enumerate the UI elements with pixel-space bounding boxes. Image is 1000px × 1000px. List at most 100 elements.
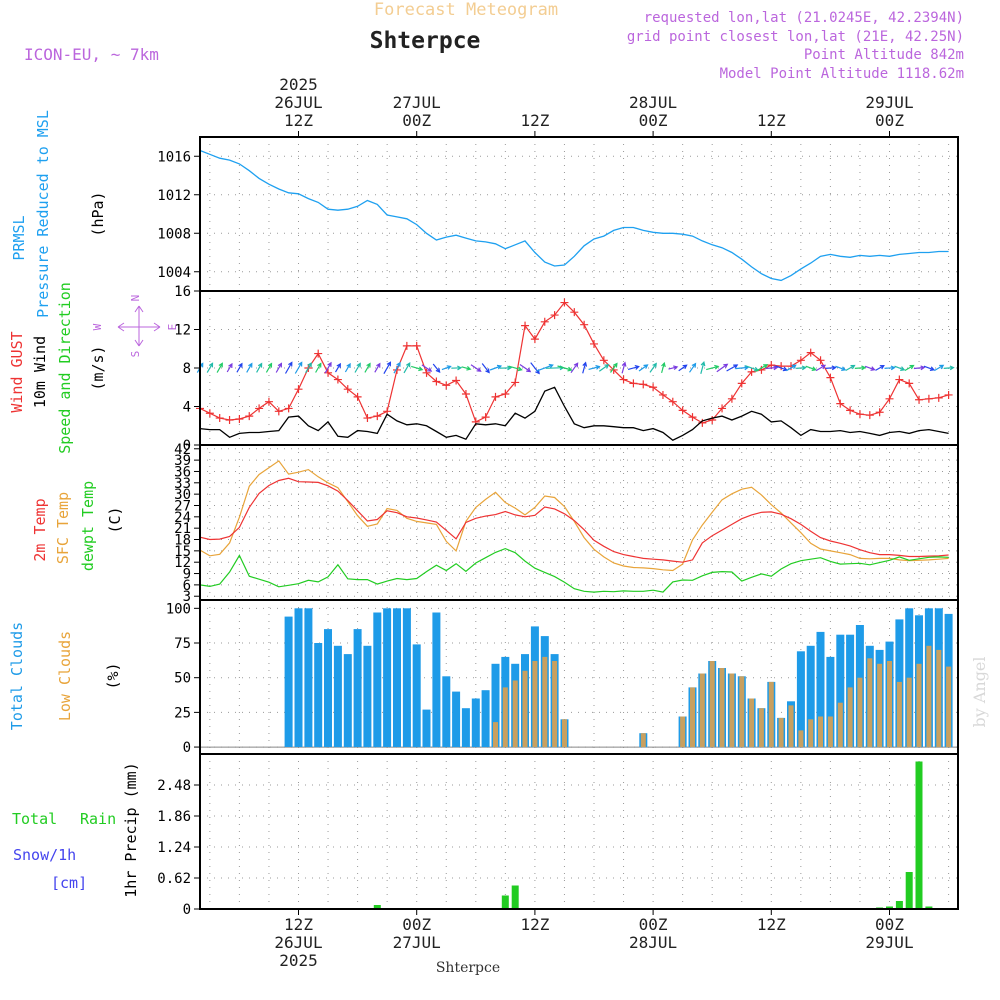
wind-direction-arrow [216, 362, 223, 373]
compass-cross-icon [117, 305, 161, 347]
rain-bar [501, 895, 509, 909]
grid-point-coords: grid point closest lon,lat (21E, 42.25N) [627, 29, 964, 45]
low-cloud-bar [818, 716, 823, 747]
wind-direction-arrow [246, 362, 253, 373]
wind-direction-arrow [275, 362, 283, 373]
low-cloud-bar [680, 716, 686, 747]
total-cloud-bar [836, 634, 845, 748]
wind-direction-arrow [508, 365, 523, 372]
wind-direction-arrow [403, 362, 411, 374]
wind-direction-arrow [610, 362, 618, 373]
wind-direction-arrow [256, 362, 263, 373]
compass-s-label: S [129, 351, 142, 358]
wind-direction-arrow [421, 364, 433, 372]
low-cloud-bar [936, 649, 942, 747]
gust-marker [225, 415, 234, 424]
wind-direction-arrow [305, 362, 312, 374]
y-tick-label: 0 [183, 902, 191, 918]
total-cloud-bar [816, 631, 825, 748]
gust-marker [816, 356, 825, 365]
x-tick-label: 00Z [639, 111, 668, 130]
low-cloud-bar [808, 719, 814, 747]
low-cloud-bar [877, 663, 883, 747]
total-cloud-bar [481, 690, 490, 748]
wind-direction-arrow [383, 361, 392, 374]
y-tick-label: 9 [183, 567, 191, 583]
total-cloud-bar [461, 708, 470, 747]
forecast-title: Forecast Meteogram [374, 0, 558, 20]
wind-direction-arrow [845, 364, 856, 372]
gust-marker [294, 385, 303, 394]
total-cloud-bar [393, 608, 401, 747]
y-tick-label: 1012 [157, 188, 191, 204]
gust-marker [521, 321, 530, 330]
gust-marker [255, 404, 264, 413]
low-cloud-bar [552, 661, 558, 747]
wind-compass: N W E S [91, 295, 179, 358]
y-tick-label: 0 [183, 740, 191, 756]
total-cloud-bar [304, 608, 313, 747]
gust-marker [412, 341, 421, 350]
gust-marker [373, 412, 382, 421]
y-tick-label: 2.48 [157, 778, 191, 794]
x-tick-label: 29JUL [865, 93, 913, 112]
dewpt-line [199, 547, 949, 593]
wind-direction-arrow [315, 362, 322, 373]
wind-direction-arrow [638, 364, 649, 372]
total-cloud-bar [383, 608, 392, 747]
wind-direction-arrow [265, 362, 273, 373]
gust-marker [668, 397, 677, 406]
gust-marker [580, 320, 589, 329]
footer-location: Shterpce [436, 960, 500, 976]
credit-watermark: by Angel [970, 656, 989, 727]
gust-marker [432, 377, 441, 386]
gust-marker [363, 414, 372, 423]
wind-direction-arrow [864, 365, 876, 371]
wind-direction-arrow [557, 365, 573, 372]
low-cloud-bar [916, 663, 922, 747]
gust-marker [540, 317, 549, 326]
y-tick-label: 1.86 [157, 809, 191, 825]
wind-direction-arrow [923, 365, 936, 371]
gust-marker [590, 339, 598, 348]
x-tick-label: 12Z [757, 111, 786, 130]
x-tick-label: 00Z [875, 915, 904, 934]
total-cloud-bar [905, 608, 914, 747]
gust-marker [560, 298, 569, 307]
low-cloud-bar [867, 658, 873, 748]
gust-marker [905, 379, 914, 388]
x-tick-label: 12Z [284, 915, 313, 934]
low-cloud-bar [887, 661, 892, 747]
y-tick-label: 0 [183, 438, 191, 454]
y-tick-label: 4 [183, 400, 191, 416]
gust-marker [442, 381, 451, 390]
x-tick-label: 26JUL [274, 933, 322, 952]
low-cloud-bar [532, 661, 538, 747]
total-cloud-bar [412, 644, 421, 748]
wind-direction-arrow [627, 365, 640, 370]
gust-marker [875, 408, 884, 417]
rain-bar [915, 761, 923, 909]
gust-marker [727, 394, 736, 403]
wind-direction-arrow [689, 362, 697, 373]
low-cloud-bar [906, 677, 912, 748]
y-tick-label: 12 [174, 323, 191, 339]
y-tick-label: 75 [174, 636, 191, 652]
y-tick-label: 12 [174, 555, 191, 571]
wind-direction-arrow [570, 362, 579, 374]
gust-marker [718, 404, 727, 413]
label-total: Total [12, 810, 57, 828]
total-cloud-bar [432, 612, 441, 748]
label-wind-gust: Wind GUST [8, 331, 26, 412]
prmsl-line [199, 149, 949, 282]
low-cloud-bar [788, 705, 794, 747]
wind-direction-arrow [226, 362, 233, 373]
y-tick-label: 1004 [157, 265, 191, 281]
y-tick-label: 1016 [157, 149, 191, 165]
gust-marker [215, 414, 224, 423]
label-10m-wind: 10m Wind [31, 336, 49, 408]
gust-marker [481, 413, 490, 422]
y-tick-label: 25 [174, 705, 191, 721]
y-tick-label: 24 [174, 510, 191, 526]
gust-marker [314, 349, 323, 358]
